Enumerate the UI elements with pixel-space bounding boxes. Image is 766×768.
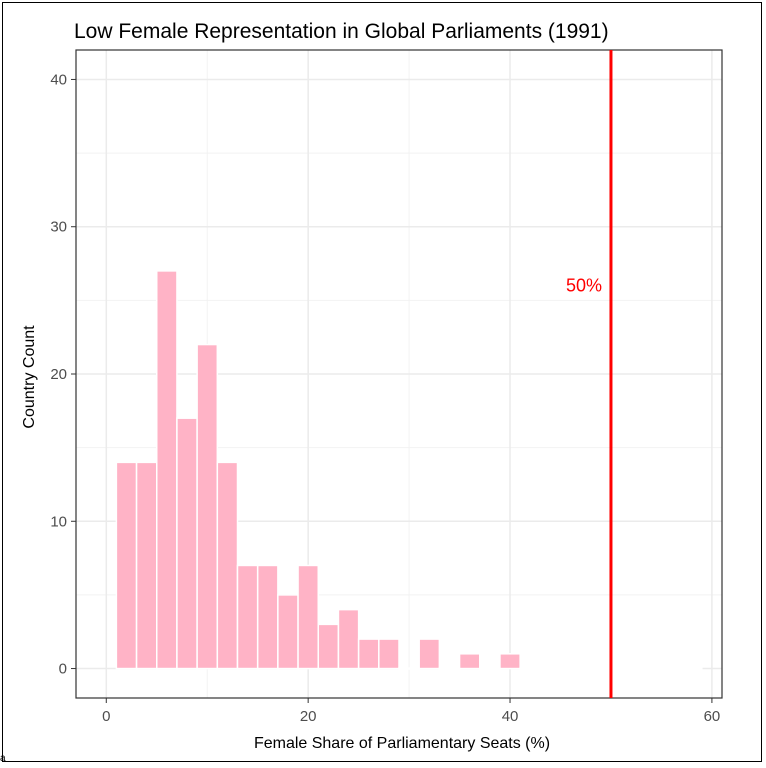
y-axis-title: Country Count — [21, 325, 38, 429]
y-tick-label: 10 — [50, 513, 67, 530]
histogram-bar — [620, 667, 642, 670]
y-tick-label: 20 — [50, 366, 67, 383]
x-tick-label: 40 — [502, 708, 519, 725]
x-tick-label: 0 — [102, 708, 110, 725]
y-tick-label: 40 — [50, 71, 67, 88]
histogram-bar — [317, 623, 340, 670]
histogram-bar — [519, 667, 542, 670]
reference-line-label: 50% — [566, 276, 602, 296]
corner-mark: a — [0, 753, 6, 764]
histogram-bar — [458, 653, 481, 670]
histogram-chart: Low Female Representation in Global Parl… — [21, 20, 723, 752]
histogram-bar — [680, 667, 703, 670]
histogram-bar — [135, 461, 158, 670]
histogram-bar — [236, 564, 259, 670]
histogram-bar — [499, 653, 521, 670]
y-tick-label: 0 — [59, 661, 67, 678]
histogram-bar — [115, 461, 138, 670]
histogram-bar — [297, 564, 319, 670]
histogram-bar — [196, 343, 219, 670]
histogram-bar — [176, 417, 198, 670]
histogram-bar — [559, 667, 582, 670]
histogram-bar — [660, 667, 683, 670]
histogram-bar — [277, 594, 299, 670]
histogram-bar — [398, 667, 420, 670]
histogram-bar — [337, 608, 360, 670]
chart-title: Low Female Representation in Global Parl… — [74, 20, 609, 43]
histogram-bar — [156, 270, 178, 670]
histogram-bar — [378, 638, 400, 670]
histogram-bar — [216, 461, 239, 670]
histogram-bar — [418, 638, 441, 670]
histogram-bar — [479, 667, 501, 670]
y-tick-label: 30 — [50, 219, 67, 236]
histogram-bar — [539, 667, 562, 670]
histogram-bar — [438, 667, 461, 670]
bars-group — [115, 270, 703, 670]
x-tick-label: 20 — [300, 708, 317, 725]
reference-line-group: 50% — [566, 50, 613, 698]
x-axis-title: Female Share of Parliamentary Seats (%) — [254, 735, 550, 752]
histogram-bar — [579, 667, 602, 670]
histogram-bar — [256, 564, 279, 670]
histogram-bar — [357, 638, 380, 670]
tick-labels-group: 0 20 40 60 0 10 20 30 40 — [50, 71, 720, 725]
histogram-bar — [640, 667, 663, 670]
x-tick-label: 60 — [704, 708, 721, 725]
